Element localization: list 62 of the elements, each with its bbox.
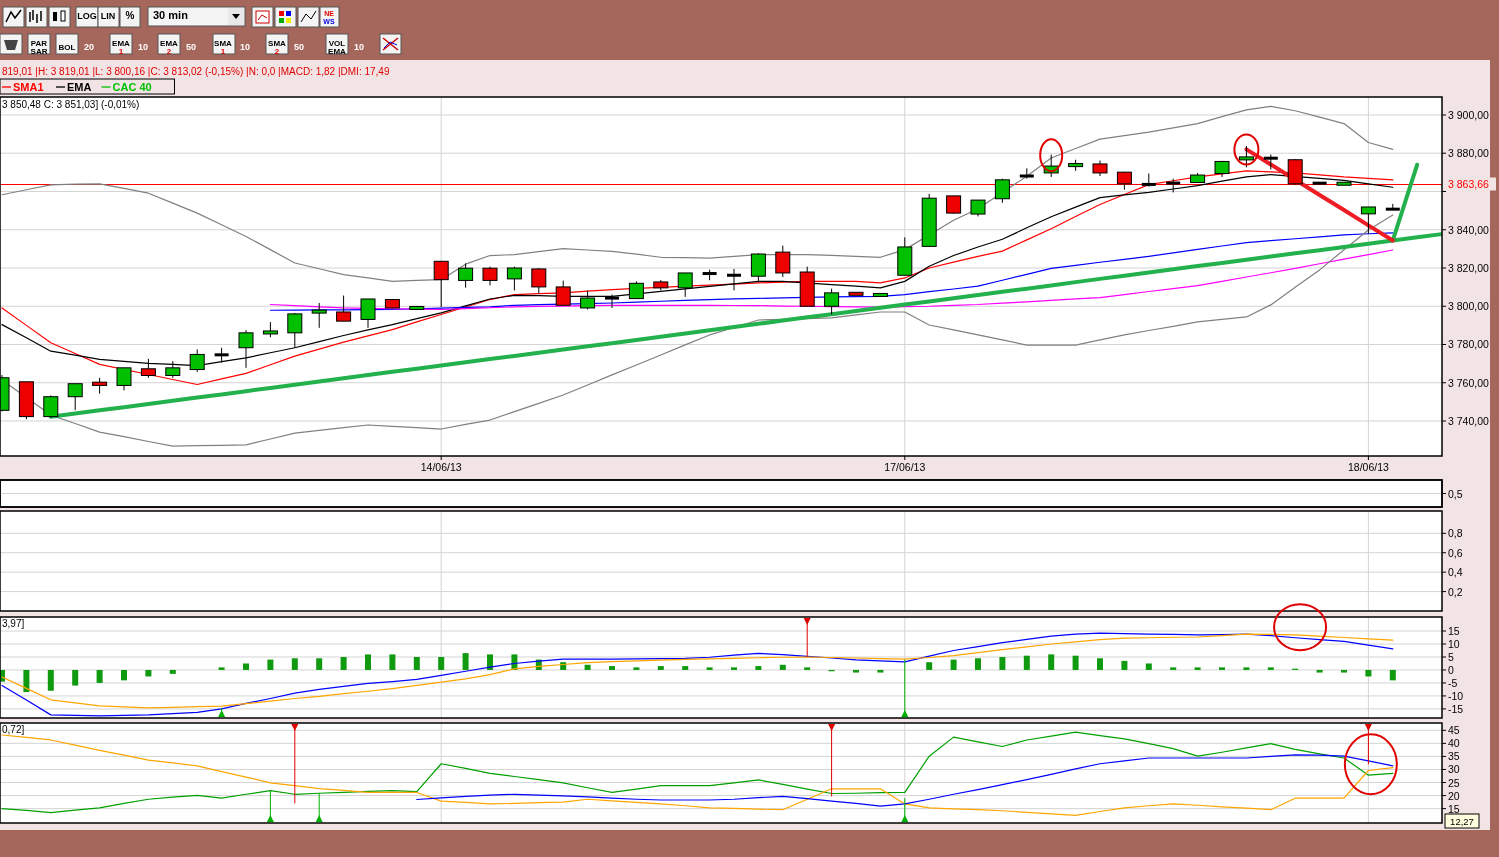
y-tick-label: 45 [1448, 724, 1460, 737]
y-tick-label: -10 [1448, 689, 1464, 702]
y-tick-label: 3 800,00 [1448, 300, 1490, 313]
y-tick-label: 40 [1448, 737, 1460, 750]
y-tick-label: 15 [1448, 802, 1460, 815]
text: 0,5 [1448, 487, 1463, 500]
y-tick-label: 0,6 [1448, 546, 1463, 559]
text: 819,01 |H: 3 819,01 |L: 3 800,16 |C: 3 813,02 (-0,15%) |N: 0,0 |MACD: 1,82 |DMI: 17,49 [2, 66, 390, 77]
y-tick-label: 10 [1448, 638, 1460, 650]
y-tick-label: 3 780,00 [1448, 338, 1490, 351]
legend-label: CAC 40 [112, 81, 152, 93]
y-tick-label: 35 [1448, 750, 1460, 763]
y-tick-label: 5 [1448, 650, 1454, 663]
legend-label: SMA1 [13, 81, 44, 93]
y-tick-label: 3 740,00 [1448, 415, 1490, 427]
text: 2 [166, 47, 172, 56]
text: 10 [239, 42, 251, 52]
text: EMA [328, 47, 347, 56]
y-tick-label: 0,2 [1448, 585, 1463, 598]
text: PAR [30, 39, 48, 48]
text: % [125, 10, 135, 21]
x-tick-label: 14/06/13 [420, 461, 462, 473]
y-tick-label: 3 900,00 [1448, 108, 1490, 121]
text: EMA [112, 39, 131, 48]
text: 50 [293, 42, 305, 52]
y-tick-label: 0 [1448, 663, 1454, 676]
y-tick-label: 15 [1448, 625, 1460, 638]
y-tick-label: 20 [1448, 789, 1460, 802]
text: 10 [137, 42, 149, 52]
text: SAR [30, 47, 48, 56]
text: LIN [100, 11, 116, 21]
text: 1 [220, 47, 226, 56]
text: 2 [274, 47, 280, 56]
text: EMA [160, 39, 179, 48]
y-tick-label: -15 [1448, 702, 1464, 715]
annotation: 3,97] [2, 618, 25, 629]
y-tick-label: 25 [1448, 776, 1460, 789]
ref-line-label: 3 863,66 [1448, 178, 1490, 191]
annotation: 0,72] [2, 724, 25, 735]
y-tick-label: -5 [1448, 676, 1458, 689]
x-tick-label: 17/06/13 [884, 461, 926, 473]
y-tick-label: 0,8 [1448, 527, 1463, 540]
y-tick-label: 3 760,00 [1448, 376, 1490, 389]
text: 10 [353, 42, 365, 52]
text: 50 [185, 42, 197, 52]
text: 12,27 [1450, 816, 1474, 827]
text: LOG [77, 11, 97, 21]
y-tick-label: 3 820,00 [1448, 261, 1490, 274]
y-tick-label: 3 840,00 [1448, 223, 1490, 236]
text: SMA [214, 39, 233, 48]
text: VOL [328, 39, 346, 48]
y-tick-label: 3 880,00 [1448, 147, 1490, 160]
text: 1 [118, 47, 124, 56]
text: 30 min [153, 9, 189, 21]
legend-label: EMA [67, 81, 92, 93]
x-tick-label: 18/06/13 [1347, 461, 1389, 473]
text: BOL [58, 43, 76, 52]
text: SMA [268, 39, 287, 48]
text: 20 [83, 42, 95, 52]
annotation: 3 850,48 C: 3 851,03] (-0,01%) [2, 99, 140, 110]
y-tick-label: 0,4 [1448, 566, 1463, 579]
y-tick-label: 30 [1448, 763, 1460, 776]
